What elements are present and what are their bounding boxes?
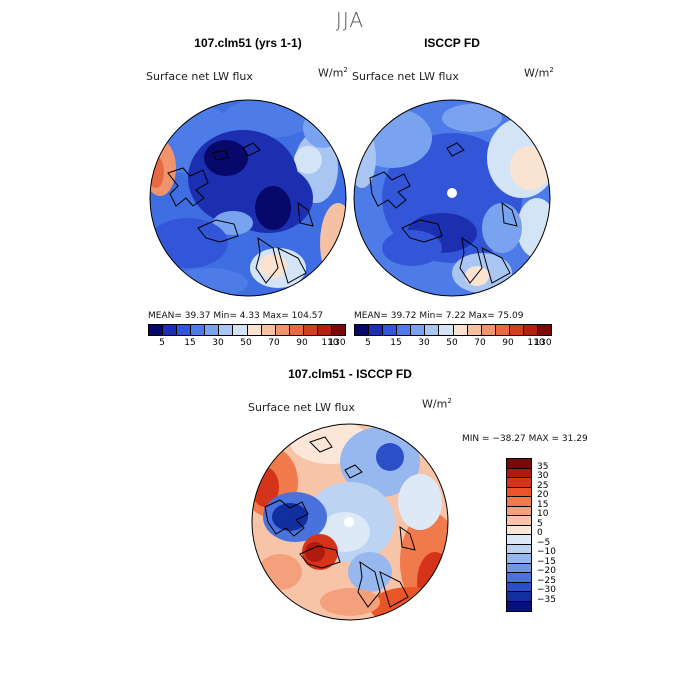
colorbar-tick-label: 15 [537,499,549,510]
panel-2-colorbar-labels: 5 15 30 50 70 90 110 130 [354,338,552,350]
colorbar-swatch [425,325,440,335]
panel-1-title: 107.clm51 (yrs 1-1) [194,36,302,50]
colorbar-tick-label: 10 [537,509,549,519]
colorbar-swatch [507,554,531,564]
difference-variable-label: Surface net LW flux [248,401,355,414]
colorbar-swatch [507,535,531,545]
colorbar-swatch [205,325,220,335]
colorbar-swatch [453,325,468,335]
colorbar-swatch [177,325,192,335]
panel-1-polar-map [149,99,347,297]
difference-units: W/m2 [422,397,452,411]
colorbar-swatch [355,325,370,335]
colorbar-tick-label: −35 [537,594,556,605]
colorbar-tick-label: 25 [537,480,549,491]
colorbar-swatch [538,325,552,335]
colorbar-swatch [383,325,398,335]
colorbar-tick-label: 110 [527,338,545,348]
colorbar-swatch [233,325,248,335]
colorbar-swatch [507,563,531,573]
colorbar-tick-label: 50 [240,338,252,348]
colorbar-tick-label: −10 [537,547,556,557]
panel-2-variable-label: Surface net LW flux [352,70,459,83]
panel-1-units: W/m2 [318,66,348,80]
colorbar-swatch [523,325,539,335]
colorbar-tick-label: 110 [321,338,339,348]
colorbar-swatch [507,573,531,583]
colorbar-swatch [332,325,346,335]
colorbar-tick-label: 90 [296,338,308,348]
colorbar-tick-label: 70 [268,338,280,348]
colorbar-tick-label: 30 [537,471,549,481]
colorbar-swatch [397,325,412,335]
colorbar-tick-label: 35 [537,461,549,472]
colorbar-swatch [317,325,333,335]
colorbar-tick-label: 90 [502,338,514,348]
colorbar-swatch [369,325,384,335]
colorbar-swatch [507,468,531,478]
colorbar-swatch [261,325,276,335]
panel-1-variable-label: Surface net LW flux [146,70,253,83]
colorbar-swatch [507,516,531,526]
colorbar-tick-label: 50 [446,338,458,348]
colorbar-swatch [507,525,531,535]
colorbar-swatch [411,325,426,335]
colorbar-swatch [247,325,262,335]
colorbar-swatch [303,325,318,335]
colorbar-tick-label: 15 [390,338,402,348]
colorbar-swatch [507,592,531,602]
colorbar-tick-label: −5 [537,537,551,548]
colorbar-tick-label: 15 [184,338,196,348]
colorbar-tick-label: 5 [537,518,543,529]
panel-2-polar-map [353,99,551,297]
colorbar-tick-label: 5 [159,338,165,348]
colorbar-tick-label: 130 [328,338,346,348]
panel-1-stats: MEAN= 39.37 Min= 4.33 Max= 104.57 [148,311,324,321]
colorbar-swatch [507,459,531,469]
colorbar-tick-label: 20 [537,490,549,500]
difference-polar-map [251,423,449,621]
colorbar-tick-label: 30 [212,338,224,348]
colorbar-tick-label: −20 [537,566,556,576]
colorbar-tick-label: 130 [534,338,552,348]
colorbar-swatch [507,478,531,488]
colorbar-swatch [507,544,531,554]
colorbar-tick-label: −15 [537,556,556,567]
colorbar-swatch [507,601,531,611]
colorbar-swatch [507,487,531,497]
colorbar-tick-label: 0 [537,528,543,538]
colorbar-swatch [507,582,531,592]
colorbar-swatch [481,325,496,335]
panel-2-colorbar [354,324,552,336]
season-title: JJA [335,8,365,32]
difference-colorbar [506,458,532,612]
colorbar-swatch [275,325,290,335]
colorbar-tick-label: 70 [474,338,486,348]
panel-2-stats: MEAN= 39.72 Min= 7.22 Max= 75.09 [354,311,524,321]
colorbar-swatch [149,325,164,335]
colorbar-swatch [163,325,178,335]
colorbar-swatch [509,325,524,335]
colorbar-tick-label: −30 [537,585,556,595]
difference-colorbar-labels: 35 30 25 20 15 10 5 0 −5 −10 −15 −20 −25 −30 −35 [537,458,577,618]
colorbar-swatch [219,325,234,335]
colorbar-swatch [439,325,454,335]
colorbar-swatch [507,506,531,516]
difference-minmax: MIN = −38.27 MAX = 31.29 [462,434,588,444]
colorbar-swatch [289,325,304,335]
panel-2-title: ISCCP FD [424,36,480,50]
colorbar-swatch [191,325,206,335]
colorbar-swatch [507,497,531,507]
difference-title: 107.clm51 - ISCCP FD [288,367,412,381]
colorbar-tick-label: 30 [418,338,430,348]
panel-2-units: W/m2 [524,66,554,80]
colorbar-swatch [495,325,510,335]
colorbar-tick-label: 5 [365,338,371,348]
panel-1-colorbar-labels: 5 15 30 50 70 90 110 130 [148,338,346,350]
colorbar-swatch [467,325,482,335]
colorbar-tick-label: −25 [537,575,556,586]
panel-1-colorbar [148,324,346,336]
